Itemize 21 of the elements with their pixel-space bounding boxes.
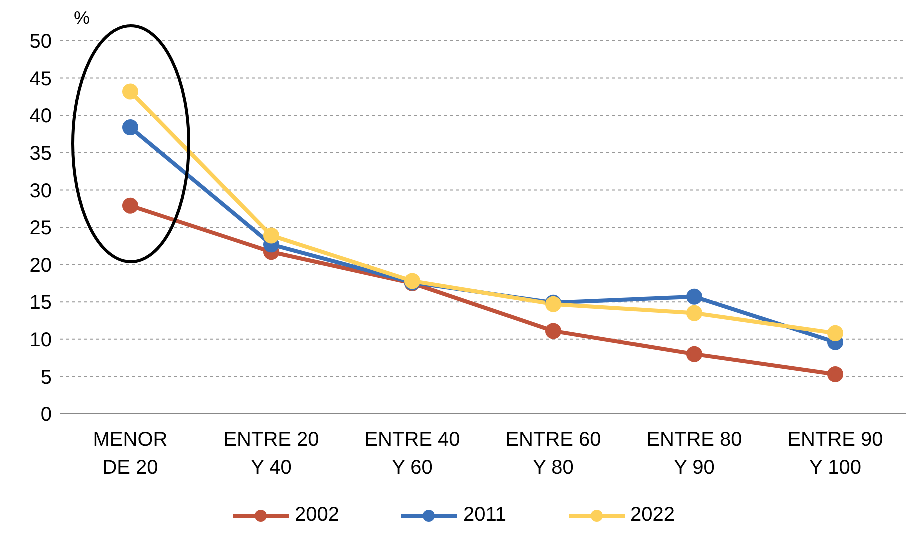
legend-label: 2002 xyxy=(294,504,340,527)
y-axis-title: % xyxy=(74,8,90,29)
y-tick-label: 25 xyxy=(30,218,52,240)
x-tick-label: MENOR DE 20 xyxy=(93,429,168,479)
legend-label: 2011 xyxy=(463,504,506,527)
y-tick-label: 40 xyxy=(30,106,52,128)
y-tick-label: 30 xyxy=(30,180,52,202)
x-tick-label: ENTRE 20 Y 40 xyxy=(224,429,320,479)
x-tick-label: ENTRE 40 Y 60 xyxy=(364,429,460,479)
x-tick-label: ENTRE 80 Y 90 xyxy=(646,429,742,479)
y-tick-label: 45 xyxy=(30,68,52,90)
y-tick-label: 35 xyxy=(30,143,52,165)
x-tick-label: ENTRE 90 Y 100 xyxy=(788,429,884,479)
y-tick-label: 15 xyxy=(30,292,52,314)
y-tick-label: 0 xyxy=(40,404,52,426)
legend-label: 2022 xyxy=(630,504,675,527)
y-tick-label: 50 xyxy=(30,31,52,54)
y-tick-label: 20 xyxy=(30,254,52,277)
y-tick-label: 5 xyxy=(40,366,52,389)
y-tick-label: 10 xyxy=(30,330,52,352)
x-tick-label: ENTRE 60 Y 80 xyxy=(506,429,602,479)
